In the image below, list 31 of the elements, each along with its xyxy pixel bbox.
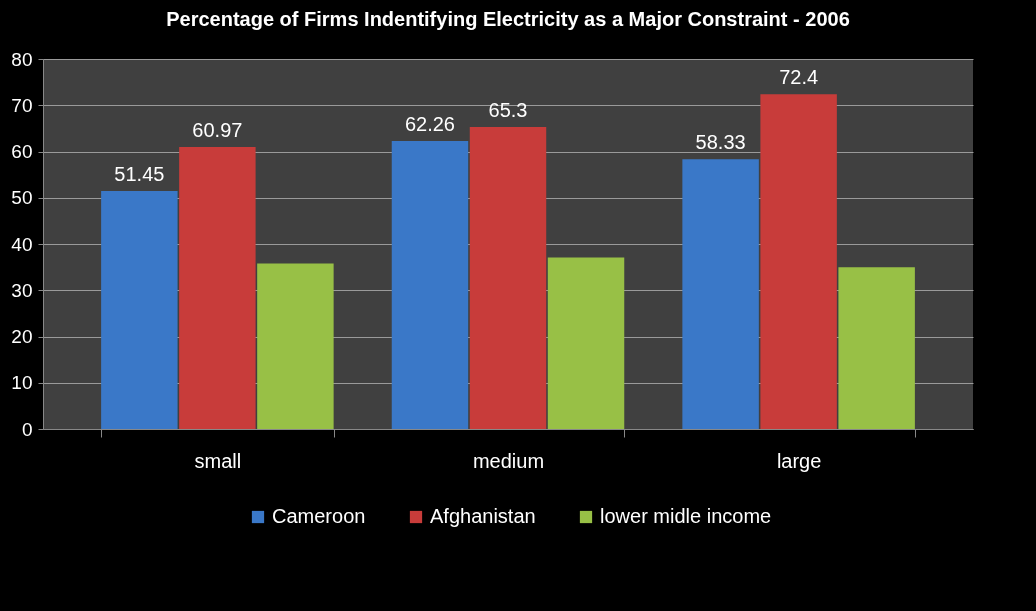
bar — [682, 159, 759, 429]
data-label: 72.4 — [779, 66, 819, 89]
legend-label: lower midle income — [600, 505, 772, 527]
bar — [469, 126, 547, 429]
bar — [547, 257, 625, 429]
x-tick-label: medium — [472, 449, 545, 472]
bar — [760, 94, 837, 429]
y-tick-label: 40 — [11, 233, 33, 255]
chart-title: Percentage of Firms Indentifying Electricity as a Major Constraint - 2006 — [166, 8, 850, 30]
y-tick-label: 50 — [11, 187, 33, 209]
y-tick-label: 80 — [11, 48, 33, 70]
y-tick-label: 70 — [11, 94, 33, 116]
bar — [257, 263, 334, 429]
bar — [179, 147, 256, 429]
y-tick-label: 60 — [11, 141, 33, 162]
data-label: 62.26 — [404, 113, 456, 136]
bar — [391, 141, 469, 429]
data-label: 51.45 — [114, 163, 165, 186]
legend-label: Cameroon — [272, 505, 366, 527]
data-label: 58.33 — [695, 131, 746, 154]
legend-label: Afghanistan — [430, 505, 536, 527]
x-tick-label: small — [194, 449, 242, 472]
x-tick-label: large — [776, 449, 822, 472]
y-tick-label: 20 — [11, 326, 33, 347]
data-label: 65.3 — [488, 98, 528, 121]
y-tick-label: 0 — [21, 418, 33, 440]
data-label: 60.97 — [192, 119, 243, 142]
y-tick-label: 10 — [11, 372, 33, 394]
bar — [101, 191, 178, 429]
bar — [838, 267, 915, 429]
y-tick-label: 30 — [11, 279, 33, 301]
